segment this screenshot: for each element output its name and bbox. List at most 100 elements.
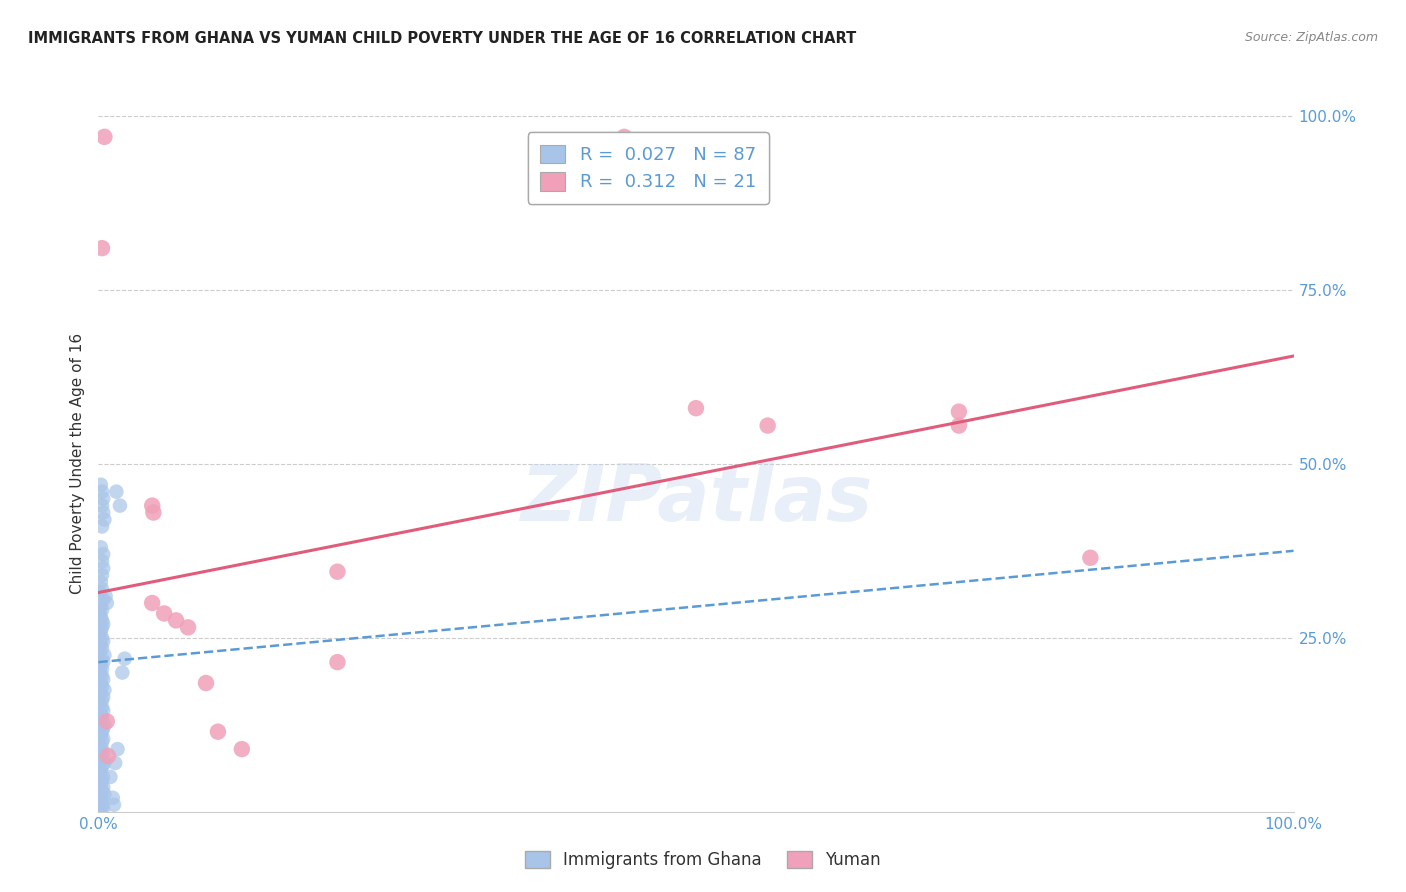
Legend: R =  0.027   N = 87, R =  0.312   N = 21: R = 0.027 N = 87, R = 0.312 N = 21 [527, 132, 769, 204]
Text: ZIPatlas: ZIPatlas [520, 460, 872, 537]
Point [90, 676, 112, 690]
Point [93, 756, 115, 770]
Point [91, 690, 114, 704]
Point [91, 499, 114, 513]
Point [91, 519, 114, 533]
Point [91, 506, 114, 520]
Point [90, 638, 112, 652]
Point [613, 129, 636, 144]
Point [756, 418, 779, 433]
Point [90, 610, 112, 624]
Point [89, 804, 111, 818]
Point [96, 596, 118, 610]
Point [91, 616, 114, 631]
Point [90, 477, 112, 491]
Point [90, 624, 112, 638]
Point [91, 582, 114, 596]
Point [91, 797, 114, 812]
Point [948, 405, 970, 419]
Point [91, 603, 114, 617]
Point [93, 717, 115, 731]
Point [141, 499, 163, 513]
Point [91, 592, 114, 607]
Point [207, 724, 229, 739]
Point [104, 756, 127, 770]
Point [111, 665, 134, 680]
Point [948, 418, 970, 433]
Point [91, 724, 114, 739]
Point [91, 784, 114, 798]
Point [89, 645, 111, 659]
Point [93, 129, 115, 144]
Point [326, 565, 349, 579]
Point [107, 742, 129, 756]
Point [91, 746, 114, 760]
Point [165, 614, 187, 628]
Point [108, 499, 131, 513]
Point [94, 589, 117, 603]
Point [91, 704, 114, 718]
Point [89, 697, 111, 711]
Point [91, 651, 114, 665]
Point [90, 599, 112, 614]
Point [90, 658, 112, 673]
Point [91, 780, 114, 795]
Point [91, 641, 114, 656]
Point [90, 707, 112, 722]
Point [89, 665, 111, 680]
Point [91, 693, 114, 707]
Y-axis label: Child Poverty Under the Age of 16: Child Poverty Under the Age of 16 [69, 334, 84, 594]
Point [231, 742, 253, 756]
Point [91, 673, 114, 687]
Point [89, 714, 111, 729]
Point [91, 680, 114, 694]
Point [141, 596, 163, 610]
Point [90, 575, 112, 590]
Point [96, 714, 118, 729]
Text: Source: ZipAtlas.com: Source: ZipAtlas.com [1244, 31, 1378, 45]
Point [91, 547, 114, 561]
Point [91, 773, 114, 788]
Point [91, 484, 114, 499]
Point [1080, 550, 1102, 565]
Point [91, 491, 114, 506]
Text: IMMIGRANTS FROM GHANA VS YUMAN CHILD POVERTY UNDER THE AGE OF 16 CORRELATION CHA: IMMIGRANTS FROM GHANA VS YUMAN CHILD POV… [28, 31, 856, 46]
Point [93, 512, 115, 526]
Point [89, 627, 111, 641]
Point [93, 683, 115, 698]
Point [90, 541, 112, 555]
Point [90, 686, 112, 700]
Point [91, 711, 114, 725]
Point [91, 662, 114, 676]
Point [91, 731, 114, 746]
Point [91, 561, 114, 575]
Point [91, 669, 114, 683]
Point [89, 585, 111, 599]
Point [101, 790, 124, 805]
Point [91, 568, 114, 582]
Point [91, 655, 114, 669]
Point [91, 759, 114, 773]
Point [91, 721, 114, 735]
Point [91, 620, 114, 634]
Point [91, 241, 114, 255]
Point [91, 614, 114, 628]
Point [91, 742, 114, 756]
Legend: Immigrants from Ghana, Yuman: Immigrants from Ghana, Yuman [515, 841, 891, 880]
Point [89, 794, 111, 808]
Point [90, 763, 112, 777]
Point [89, 607, 111, 621]
Point [91, 735, 114, 749]
Point [89, 766, 111, 780]
Point [91, 700, 114, 714]
Point [93, 788, 115, 801]
Point [91, 554, 114, 568]
Point [90, 803, 112, 817]
Point [91, 801, 114, 815]
Point [91, 631, 114, 645]
Point [194, 676, 218, 690]
Point [153, 607, 176, 621]
Point [91, 770, 114, 784]
Point [114, 651, 136, 665]
Point [326, 655, 349, 669]
